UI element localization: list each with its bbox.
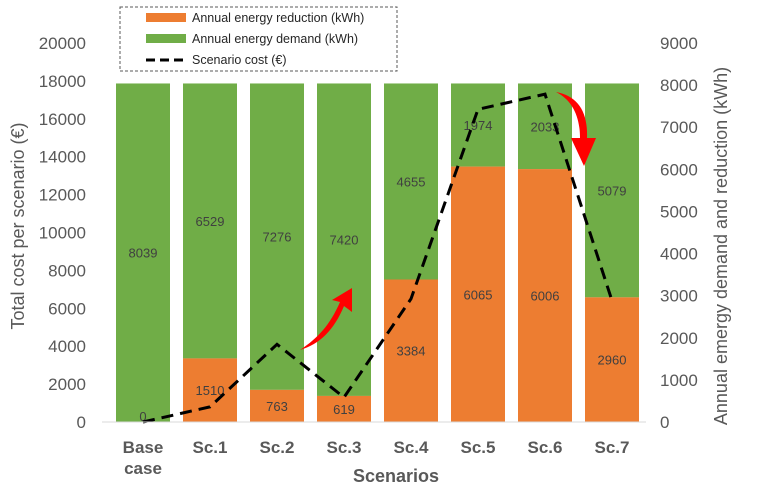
legend-label-demand: Annual energy demand (kWh) [192,32,358,46]
legend-swatch-demand [146,34,186,43]
label-reduction-2: 763 [266,399,288,414]
left-tick-18000: 18000 [39,72,86,91]
bar-demand-5 [451,83,505,167]
label-reduction-4: 3384 [397,344,426,359]
label-demand-3: 7420 [330,233,359,248]
x-category-1: Sc.1 [193,438,228,457]
scenario-cost-line [142,92,614,424]
right-tick-4000: 4000 [660,245,698,264]
right-tick-9000: 9000 [660,34,698,53]
bars-layer [116,83,639,422]
label-demand-7: 5079 [598,183,627,198]
bar-reduction-1 [183,358,237,422]
right-tick-8000: 8000 [660,76,698,95]
red-curved-arrow-up-icon [300,288,352,350]
right-y-axis-title: Annual emergy demand and reduction (kWh) [711,67,731,425]
legend: Annual energy reduction (kWh) Annual ene… [119,6,398,72]
bar-demand-0 [116,83,170,422]
label-demand-1: 6529 [196,214,225,229]
x-category-2: Sc.2 [260,438,295,457]
x-category-5: Sc.5 [461,438,496,457]
label-reduction-3: 619 [333,402,355,417]
right-tick-5000: 5000 [660,202,698,221]
x-axis-title: Scenarios [353,466,439,486]
bar-reduction-7 [585,297,639,422]
label-demand-6: 2033 [531,119,560,134]
bar-reduction-4 [384,279,438,422]
left-tick-10000: 10000 [39,224,86,243]
x-category-3: Sc.3 [327,438,362,457]
left-tick-6000: 6000 [48,299,86,318]
left-tick-4000: 4000 [48,337,86,356]
right-tick-1000: 1000 [660,371,698,390]
label-demand-2: 7276 [263,230,292,245]
bar-reduction-2 [250,389,304,422]
bar-demand-7 [585,83,639,298]
x-category-0-line2: case [124,459,162,478]
label-reduction-7: 2960 [598,353,627,368]
left-y-axis-title: Total cost per scenario (€) [8,122,28,329]
left-tick-16000: 16000 [39,110,86,129]
x-axis-categories: Base case Sc.1 Sc.2 Sc.3 Sc.4 Sc.5 Sc.6 Sc.7 [123,438,630,478]
data-labels-layer: 0 8039 1510 6529 763 7276 619 7420 3384 4655 6065 1… [129,118,627,424]
label-reduction-5: 6065 [464,287,493,302]
label-demand-4: 4655 [397,174,426,189]
right-tick-2000: 2000 [660,329,698,348]
left-tick-0: 0 [77,413,86,432]
bar-demand-3 [317,83,371,396]
left-tick-14000: 14000 [39,148,86,167]
right-tick-3000: 3000 [660,287,698,306]
x-category-4: Sc.4 [394,438,430,457]
bar-demand-2 [250,83,304,390]
label-demand-0: 8039 [129,246,158,261]
bar-reduction-6 [518,169,572,422]
x-category-7: Sc.7 [595,438,630,457]
left-tick-8000: 8000 [48,261,86,280]
left-tick-12000: 12000 [39,186,86,205]
left-tick-20000: 20000 [39,34,86,53]
left-y-axis-ticks: 0 2000 4000 6000 8000 10000 12000 14000 16000 180… [39,34,86,432]
legend-label-reduction: Annual energy reduction (kWh) [192,11,364,25]
bar-demand-1 [183,83,237,359]
bar-reduction-5 [451,166,505,422]
bar-reduction-3 [317,395,371,422]
left-tick-2000: 2000 [48,375,86,394]
red-curved-arrow-down-icon [556,92,596,166]
legend-label-cost: Scenario cost (€) [192,53,286,67]
right-tick-0: 0 [660,413,669,432]
x-category-0: Base [123,438,164,457]
x-category-6: Sc.6 [528,438,563,457]
right-y-axis-ticks: 0 1000 2000 3000 4000 5000 6000 7000 8000 9000 [660,34,698,432]
label-reduction-1: 1510 [196,383,225,398]
legend-swatch-reduction [146,13,186,22]
right-tick-7000: 7000 [660,118,698,137]
label-reduction-0: 0 [139,409,146,424]
label-reduction-6: 6006 [531,289,560,304]
right-tick-6000: 6000 [660,160,698,179]
label-demand-5: 1974 [464,118,493,133]
